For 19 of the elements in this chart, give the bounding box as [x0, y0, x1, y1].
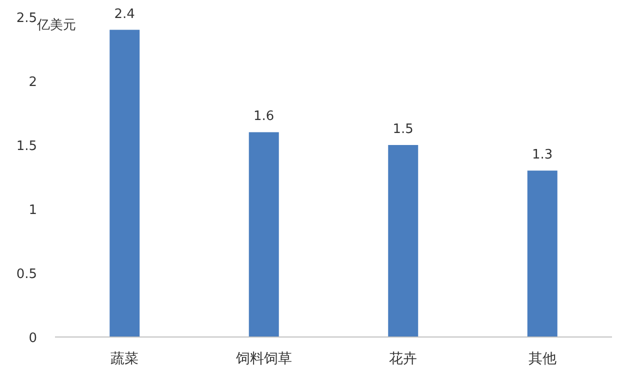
- y-axis-title: 亿美元: [36, 17, 76, 33]
- data-label: 1.6: [254, 109, 274, 124]
- data-label: 1.5: [392, 122, 414, 137]
- y-tick-label: 2.5: [16, 11, 37, 26]
- y-tick-label: 0.5: [16, 267, 37, 282]
- bar: [388, 145, 418, 337]
- x-tick-label: 饲料饲草: [234, 351, 292, 367]
- x-tick-label: 花卉: [389, 351, 418, 367]
- y-tick-label: 2: [28, 75, 37, 90]
- bar: [110, 30, 140, 337]
- y-tick-label: 0: [28, 331, 37, 346]
- x-tick-label: 蔬菜: [110, 351, 139, 367]
- bar: [248, 132, 279, 337]
- y-tick-label: 1.5: [16, 139, 37, 154]
- data-label: 2.4: [114, 6, 135, 22]
- x-tick-label: 其他: [528, 351, 556, 367]
- data-label: 1.3: [532, 148, 553, 163]
- y-tick-label: 1: [28, 203, 37, 218]
- bar: [527, 170, 558, 337]
